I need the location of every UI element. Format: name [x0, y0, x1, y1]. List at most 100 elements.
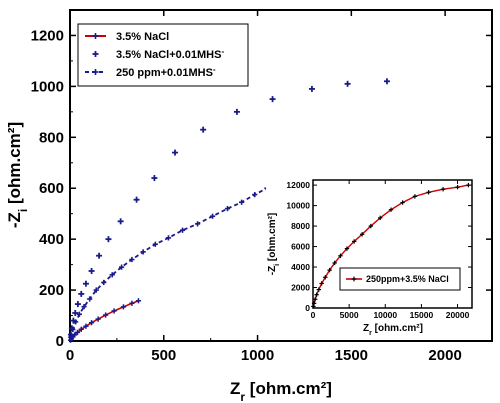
legend-swatch-marker [92, 69, 99, 75]
inset-plot-frame [312, 179, 473, 309]
data-point [93, 287, 99, 293]
data-point [83, 323, 89, 329]
inset-data-point [311, 301, 317, 306]
inset-data-point [323, 275, 328, 280]
series-line [69, 182, 279, 338]
inset-data-point [344, 246, 350, 251]
data-point [383, 78, 390, 85]
inset-data-point [440, 187, 446, 192]
inset-x-tick-label: 15000 [410, 310, 434, 320]
inset-y-tick-label: 0 [305, 303, 310, 313]
inset-data-point [455, 184, 460, 190]
inset-y-tick-label: 6000 [291, 242, 310, 252]
inset-y-tick-label: 12000 [286, 180, 310, 190]
inset-data-point [338, 253, 343, 258]
legend-swatch-marker [92, 33, 99, 39]
data-point [72, 309, 79, 316]
inset-series-line [312, 184, 469, 307]
series-1 [67, 78, 390, 338]
y-tick-label: 200 [39, 282, 64, 299]
main-nyquist-chart: 0 500 1000 1500 2000020040060080010001200Zr … [5, 9, 493, 403]
data-point [118, 264, 125, 270]
data-point [74, 329, 81, 335]
inset-data-point [378, 215, 383, 221]
data-point [269, 96, 276, 103]
data-point [101, 279, 107, 286]
data-point [95, 316, 101, 322]
data-point [140, 249, 146, 255]
inset-data-point [368, 223, 374, 229]
data-point [105, 236, 112, 243]
data-point [73, 319, 79, 325]
inset-series-0 [311, 182, 471, 309]
y-tick-label: 800 [39, 129, 64, 146]
data-point [165, 235, 172, 241]
inset-background [266, 172, 478, 340]
inset-data-point [466, 182, 471, 188]
inset-y-axis-title: -Zi [ohm.cm²] [267, 213, 281, 276]
y-axis-title: -Zi [ohm.cm²] [5, 122, 30, 228]
data-point [87, 296, 93, 302]
x-tick-label: 1500 [335, 347, 368, 364]
data-point [152, 241, 158, 247]
data-point [68, 334, 74, 340]
data-point [81, 304, 87, 310]
data-point [135, 298, 142, 304]
legend-label-2: 250 ppm+0.01MHS- [116, 65, 216, 80]
series-2 [68, 180, 281, 340]
inset-y-tick-label: 8000 [291, 221, 310, 231]
y-tick-label: 1000 [31, 78, 64, 95]
x-tick-label: 500 [151, 347, 176, 364]
inset-y-tick-label: 4000 [291, 262, 310, 272]
data-point [224, 206, 231, 212]
data-point [129, 300, 135, 306]
inset-data-point [316, 287, 321, 292]
data-point [76, 311, 82, 317]
inset-data-point [388, 207, 394, 212]
data-point [109, 272, 115, 278]
x-axis-title: Zr [ohm.cm²] [230, 379, 332, 403]
inset-x-tick-label: 5000 [340, 310, 359, 320]
inset-data-point [311, 304, 316, 309]
inset-data-point [332, 260, 337, 266]
data-point [200, 126, 207, 133]
inset-x-axis-title: Zr [ohm.cm²] [363, 323, 423, 337]
data-point [151, 175, 158, 182]
main-legend-box [77, 23, 249, 87]
inset-data-point [319, 281, 324, 286]
inset-legend: 250ppm+3.5% NaCl [339, 267, 461, 291]
inset-x-tick-label: 10000 [373, 310, 397, 320]
data-point [96, 252, 103, 259]
data-point [172, 149, 179, 156]
data-point [88, 320, 95, 326]
inset-data-point [400, 200, 405, 205]
data-point [82, 280, 89, 287]
data-point [88, 267, 95, 274]
data-point [133, 196, 140, 203]
data-point [233, 108, 240, 115]
data-point [117, 218, 124, 225]
data-point [78, 326, 84, 332]
inset-data-point [314, 292, 319, 297]
series-line [69, 300, 139, 341]
legend-label-0: 3.5% NaCl [116, 31, 169, 43]
data-point [252, 191, 258, 198]
y-tick-label: 1200 [31, 27, 64, 44]
inset-legend-box [339, 267, 461, 291]
data-point [78, 290, 85, 297]
data-point [194, 221, 201, 227]
inset-legend-swatch-marker [351, 276, 357, 282]
inset-data-point [412, 194, 418, 199]
y-tick-label: 400 [39, 231, 64, 248]
data-point [308, 85, 315, 92]
x-tick-label: 2000 [428, 347, 461, 364]
inset-data-point [327, 267, 332, 273]
y-tick-label: 600 [39, 180, 64, 197]
inset-legend-label: 250ppm+3.5% NaCl [366, 274, 449, 284]
x-tick-label: 0 [66, 347, 74, 364]
data-point [111, 308, 117, 314]
data-point [70, 326, 76, 333]
inset-x-tick-label: 20000 [446, 310, 470, 320]
inset-y-tick-label: 10000 [286, 201, 310, 211]
